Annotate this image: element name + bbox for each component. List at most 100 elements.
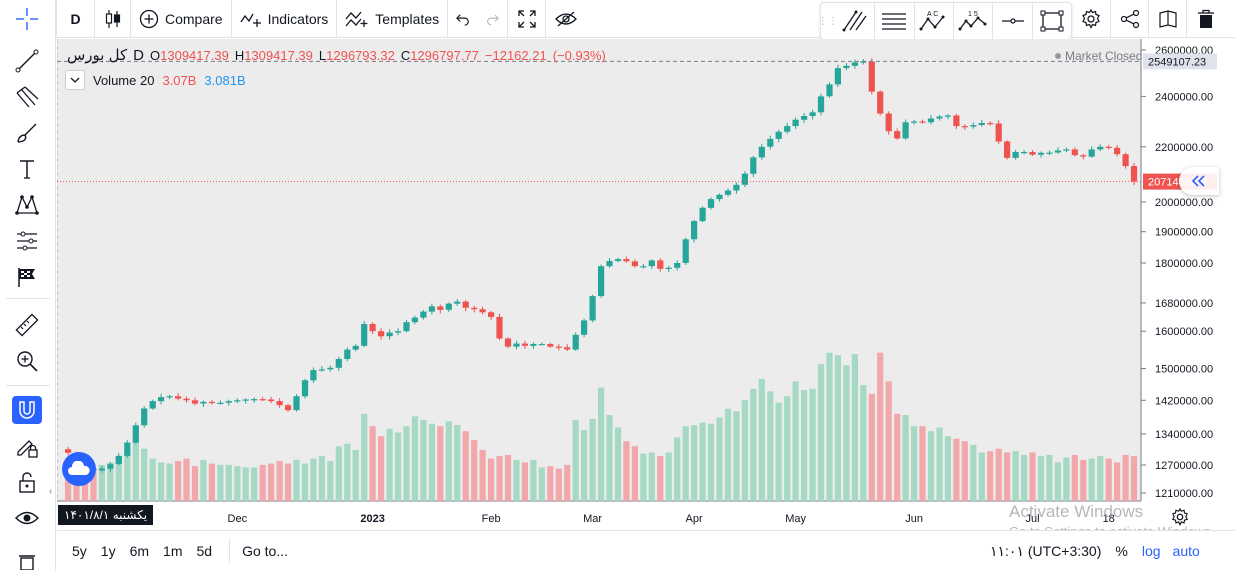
candle-body (166, 396, 173, 398)
volume-bar (716, 417, 723, 501)
time-tick-label: Jul (1025, 513, 1039, 525)
chart-area[interactable]: 1210000.00 1270000.00 1340000.00 1420000.00… (49, 39, 1235, 539)
symbol-name[interactable]: کل بورس (67, 47, 128, 64)
axis-settings-button[interactable] (1171, 507, 1189, 531)
abcd-pattern-button[interactable]: A C (913, 3, 953, 39)
volume-bar (614, 427, 622, 501)
templates-button[interactable]: Templates (337, 0, 449, 38)
compare-label: Compare (165, 10, 223, 27)
range-5d-button[interactable]: 5d (196, 543, 213, 559)
price-tick-label: 1210000.00 (1155, 488, 1213, 500)
object-tree-button[interactable] (1148, 0, 1186, 38)
elliott-wave-button[interactable]: 1 5 (953, 3, 992, 39)
candle-body (200, 401, 207, 404)
volume-bar (310, 458, 317, 501)
patterns-tool[interactable] (8, 189, 46, 221)
candle-body (437, 306, 444, 310)
zoom-in-tool[interactable] (8, 345, 46, 377)
candle-body (987, 123, 994, 125)
text-tool[interactable] (8, 153, 46, 185)
flags-icon (18, 268, 35, 287)
undo-button[interactable] (448, 0, 478, 38)
redo-button[interactable] (478, 0, 509, 38)
volume-bar (944, 436, 951, 501)
volume-bar (361, 413, 368, 501)
drawing-toolbar: ⋮⋮ A C (818, 2, 1072, 40)
chart-type-button[interactable] (95, 0, 131, 38)
compare-button[interactable]: Compare (131, 0, 232, 38)
candle-body (115, 455, 122, 464)
candle-body (301, 380, 309, 397)
lock-all-tool[interactable] (8, 466, 46, 498)
range-5y-button[interactable]: 5y (72, 543, 87, 559)
icons-tool[interactable] (8, 261, 46, 293)
rectangle-button[interactable] (1031, 3, 1071, 39)
candle-body (1012, 152, 1019, 158)
volume-bar (623, 441, 630, 501)
bottom-bar-right: ۱۱:۰۱ (UTC+3:30) % log auto (990, 531, 1200, 571)
candle-body (648, 260, 655, 267)
volume-bar (344, 443, 351, 501)
candle-body (699, 207, 706, 222)
candle-body (547, 344, 554, 347)
goto-date-button[interactable]: Go to... (229, 539, 288, 563)
volume-bar (724, 408, 732, 501)
settings-button[interactable] (1072, 0, 1110, 38)
market-status[interactable]: Market Closed (1055, 49, 1142, 63)
magnet-tool[interactable] (12, 396, 42, 424)
undo-icon (456, 13, 469, 26)
volume-title[interactable]: Volume 20 (93, 72, 155, 88)
percent-scale-button[interactable]: % (1115, 543, 1128, 559)
volume-bar (471, 439, 478, 501)
crosshair-tool[interactable] (8, 3, 46, 35)
chevron-left-icon[interactable]: ‹ (49, 486, 53, 497)
delete-button[interactable] (1186, 0, 1224, 38)
candle-body (234, 400, 241, 402)
remove-drawings-tool[interactable] (8, 548, 46, 570)
volume-bar (547, 466, 554, 501)
prediction-tool[interactable] (8, 225, 46, 257)
volume-bar (462, 431, 469, 501)
fib-channel-button[interactable] (835, 3, 874, 39)
fullscreen-button[interactable] (508, 0, 547, 38)
log-scale-button[interactable]: log (1142, 543, 1161, 559)
lock-drawing-tool[interactable] (8, 431, 46, 463)
drag-handle-icon[interactable]: ⋮⋮ (818, 15, 838, 27)
indicators-button[interactable]: Indicators (232, 0, 338, 38)
share-icon (1120, 9, 1139, 29)
volume-bar (90, 468, 97, 501)
scroll-to-realtime-button[interactable] (1179, 167, 1219, 195)
measure-tool[interactable] (8, 309, 46, 341)
hide-drawings-tool[interactable] (8, 502, 46, 534)
range-1y-button[interactable]: 1y (100, 543, 116, 559)
range-1m-button[interactable]: 1m (163, 543, 183, 559)
candle-body (504, 338, 512, 347)
pitchfork-tool[interactable] (8, 81, 46, 113)
trend-line-tool[interactable] (8, 45, 46, 77)
auto-scale-button[interactable]: auto (1172, 543, 1200, 559)
hide-button[interactable] (546, 0, 586, 38)
candle-body (834, 68, 841, 85)
volume-bar (1071, 454, 1078, 501)
candle-body (640, 266, 647, 268)
interval-button[interactable]: D (57, 0, 95, 38)
collapse-legend-button[interactable] (65, 70, 85, 90)
cloud-icon[interactable] (62, 452, 96, 486)
candle-body (310, 370, 317, 381)
brush-tool[interactable] (8, 117, 46, 149)
time-axis[interactable]: Dec 2023 Feb Mar Apr May Jun Jul 18 (228, 513, 1115, 525)
volume-bar (987, 451, 994, 501)
volume-bar (657, 456, 664, 501)
templates-label: Templates (375, 10, 440, 27)
candle-body (1054, 150, 1061, 153)
price-axis[interactable]: 1210000.00 1270000.00 1340000.00 1420000.00… (1141, 45, 1217, 500)
fib-retracement-button[interactable] (874, 3, 913, 39)
horizontal-ray-button[interactable] (992, 3, 1031, 39)
legend-close: C1296797.77 (400, 48, 479, 63)
share-button[interactable] (1110, 0, 1148, 38)
timezone-clock[interactable]: ۱۱:۰۱ (UTC+3:30) (990, 542, 1102, 559)
zoom-in-icon (17, 351, 38, 372)
range-6m-button[interactable]: 6m (129, 543, 150, 559)
volume-bar (386, 428, 393, 501)
price-chart[interactable]: 1210000.00 1270000.00 1340000.00 1420000.00… (57, 39, 1235, 530)
